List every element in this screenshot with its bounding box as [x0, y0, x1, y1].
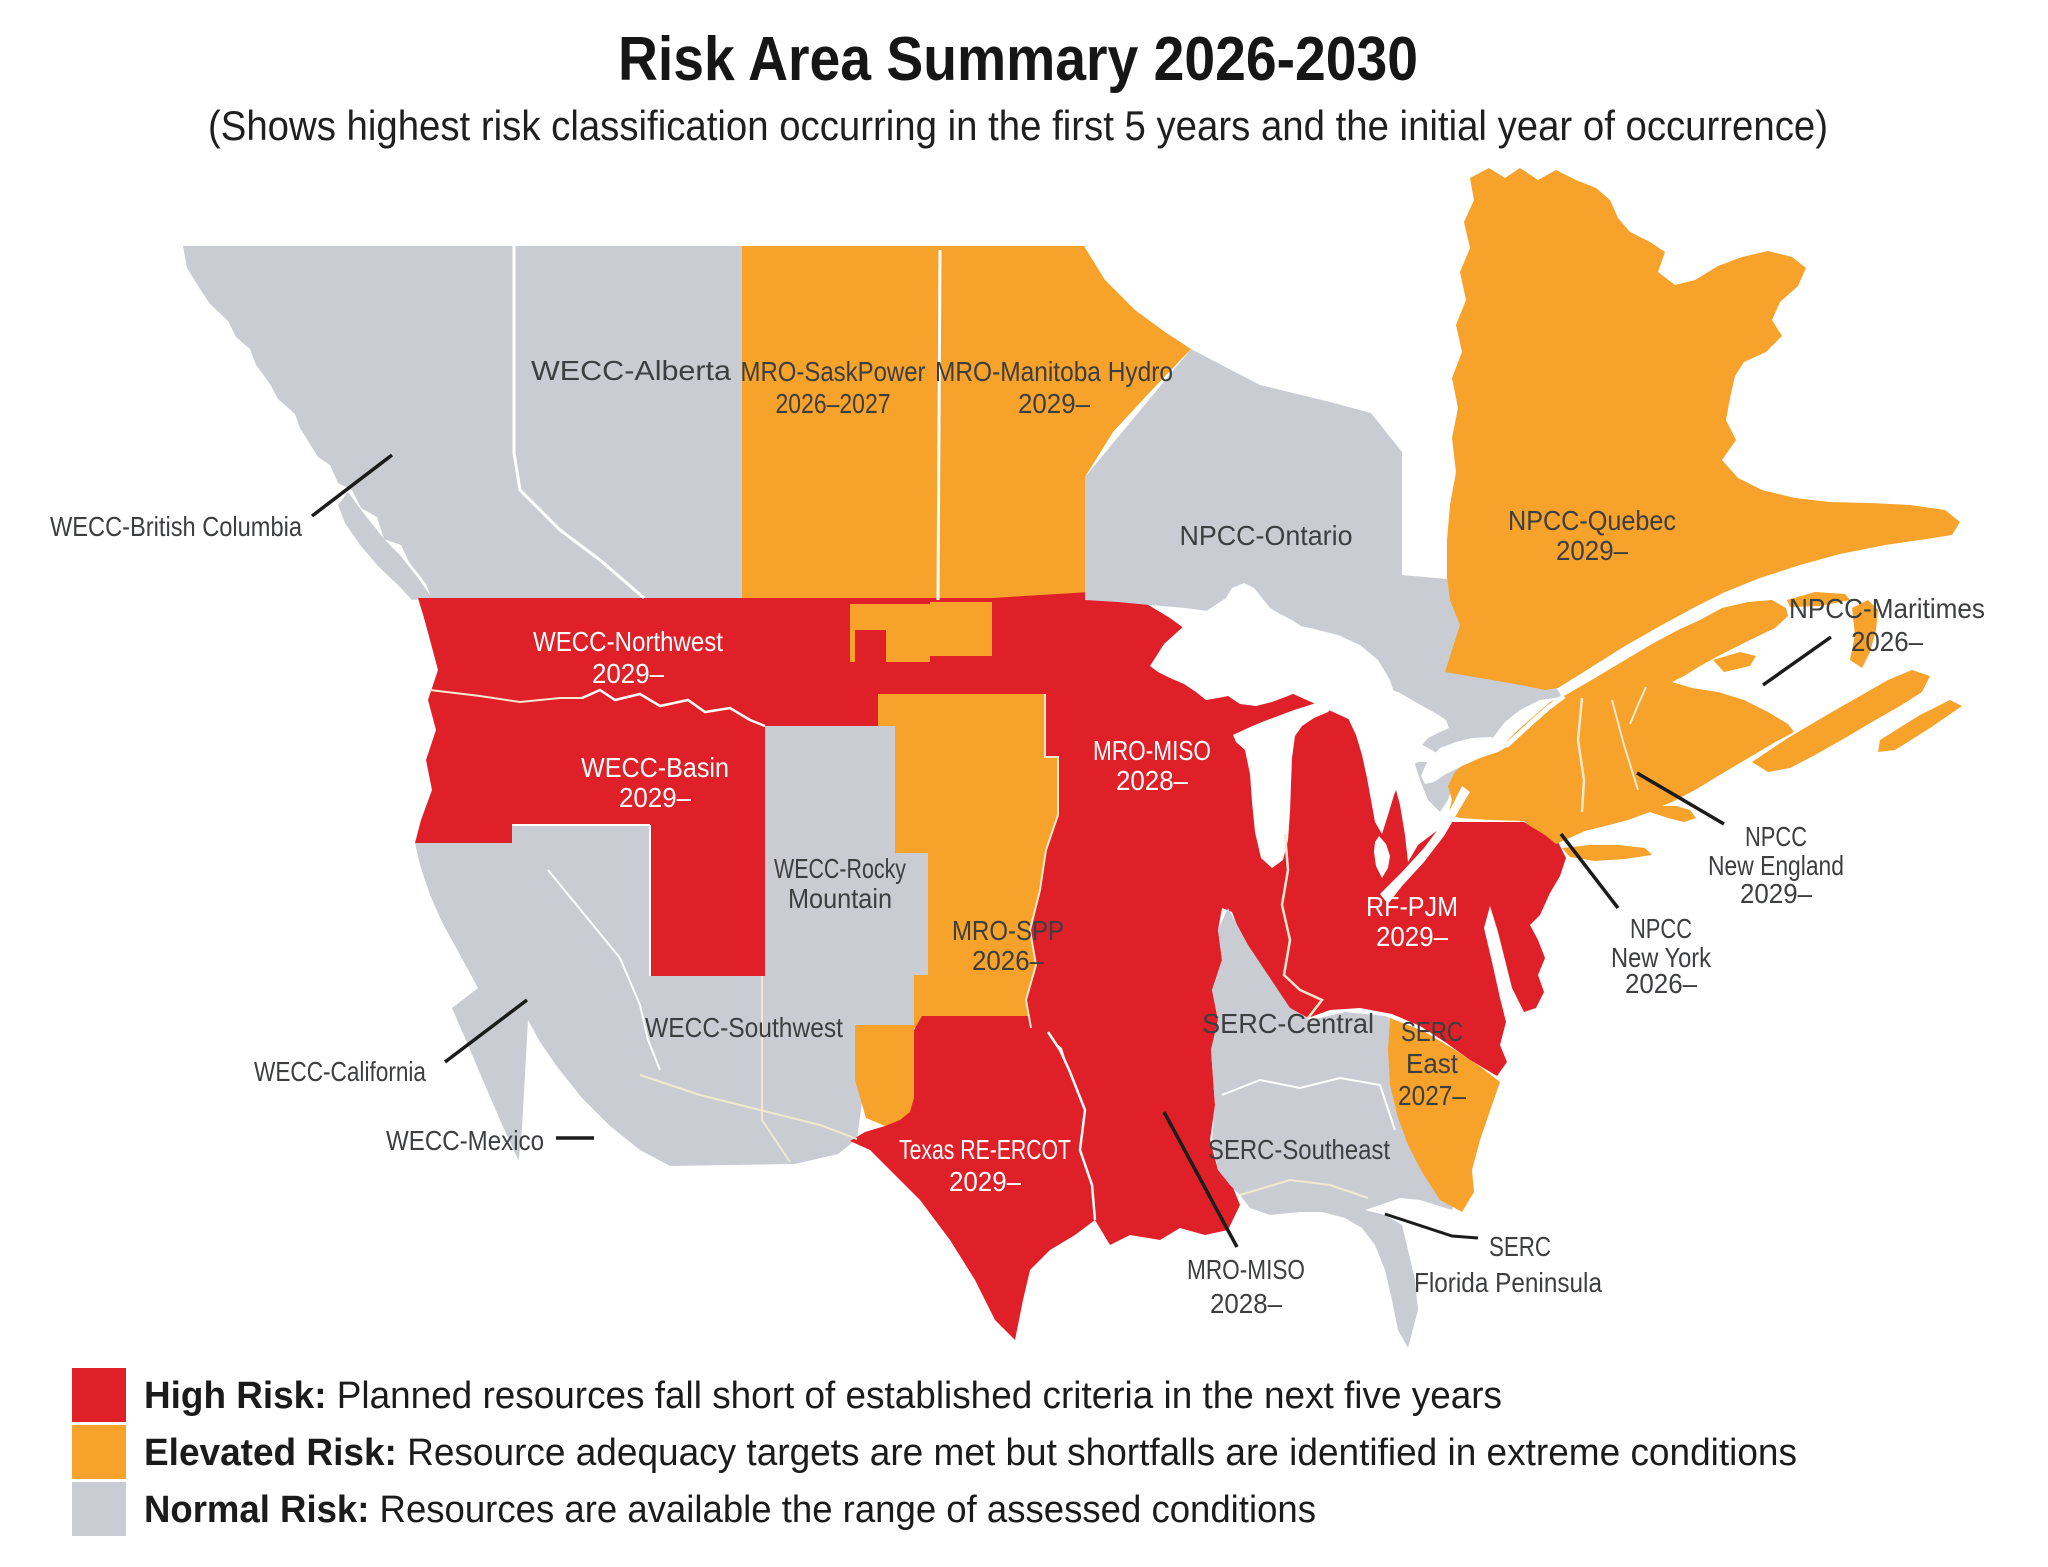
- svg-text:NPCC: NPCC: [1630, 913, 1692, 944]
- svg-text:RF-PJM: RF-PJM: [1366, 891, 1458, 922]
- svg-text:NPCC-Ontario: NPCC-Ontario: [1180, 520, 1353, 551]
- svg-text:2028–: 2028–: [1116, 765, 1188, 796]
- svg-text:2029–: 2029–: [1556, 535, 1628, 566]
- svg-text:(Shows highest risk classifica: (Shows highest risk classification occur…: [208, 102, 1828, 149]
- svg-text:NPCC-Maritimes: NPCC-Maritimes: [1789, 593, 1985, 624]
- svg-text:WECC-Southwest: WECC-Southwest: [645, 1012, 843, 1043]
- svg-text:MRO-SaskPower: MRO-SaskPower: [741, 356, 926, 387]
- svg-text:NPCC-Quebec: NPCC-Quebec: [1508, 505, 1676, 536]
- svg-text:WECC-Rocky: WECC-Rocky: [774, 853, 906, 884]
- svg-text:2029–: 2029–: [619, 782, 691, 813]
- svg-text:2029–: 2029–: [1740, 878, 1812, 909]
- svg-text:SERC-Central: SERC-Central: [1202, 1008, 1374, 1039]
- svg-text:Normal Risk: Resources are ava: Normal Risk: Resources are available the…: [144, 1489, 1316, 1531]
- svg-text:MRO-MISO: MRO-MISO: [1093, 735, 1211, 766]
- svg-text:WECC-California: WECC-California: [254, 1056, 426, 1087]
- svg-text:2027–: 2027–: [1398, 1080, 1466, 1111]
- svg-text:Mountain: Mountain: [788, 883, 892, 914]
- svg-text:New England: New England: [1708, 850, 1844, 881]
- svg-text:MRO-SPP: MRO-SPP: [952, 915, 1064, 946]
- svg-text:Florida Peninsula: Florida Peninsula: [1414, 1267, 1602, 1298]
- svg-text:2029–: 2029–: [1018, 388, 1090, 419]
- svg-text:WECC-Mexico: WECC-Mexico: [386, 1125, 544, 1156]
- svg-text:WECC-Northwest: WECC-Northwest: [533, 626, 723, 657]
- svg-text:New York: New York: [1611, 942, 1712, 973]
- svg-text:2026–: 2026–: [1851, 626, 1923, 657]
- svg-text:Risk Area Summary 2026-2030: Risk Area Summary 2026-2030: [618, 25, 1418, 94]
- svg-text:Texas RE-ERCOT: Texas RE-ERCOT: [899, 1134, 1071, 1165]
- svg-text:2026–2027: 2026–2027: [776, 388, 891, 419]
- svg-text:WECC-Basin: WECC-Basin: [581, 752, 729, 783]
- svg-text:WECC-Alberta: WECC-Alberta: [531, 355, 731, 386]
- svg-text:2029–: 2029–: [1376, 921, 1448, 952]
- svg-text:SERC-Southeast: SERC-Southeast: [1208, 1134, 1390, 1165]
- svg-text:High Risk: Planned resources f: High Risk: Planned resources fall short …: [144, 1375, 1502, 1417]
- svg-text:SERC: SERC: [1401, 1016, 1463, 1047]
- svg-text:2028–: 2028–: [1210, 1288, 1282, 1319]
- svg-text:Elevated Risk: Resource adequa: Elevated Risk: Resource adequacy targets…: [144, 1432, 1797, 1474]
- svg-text:NPCC: NPCC: [1745, 821, 1807, 852]
- svg-text:2029–: 2029–: [592, 658, 664, 689]
- svg-text:SERC: SERC: [1489, 1231, 1551, 1262]
- svg-text:2029–: 2029–: [949, 1166, 1021, 1197]
- svg-text:MRO-Manitoba Hydro: MRO-Manitoba Hydro: [935, 356, 1173, 387]
- svg-text:2026–: 2026–: [972, 945, 1044, 976]
- svg-text:MRO-MISO: MRO-MISO: [1187, 1254, 1305, 1285]
- svg-text:East: East: [1406, 1048, 1458, 1079]
- svg-text:WECC-British Columbia: WECC-British Columbia: [50, 511, 302, 542]
- svg-text:2026–: 2026–: [1625, 968, 1697, 999]
